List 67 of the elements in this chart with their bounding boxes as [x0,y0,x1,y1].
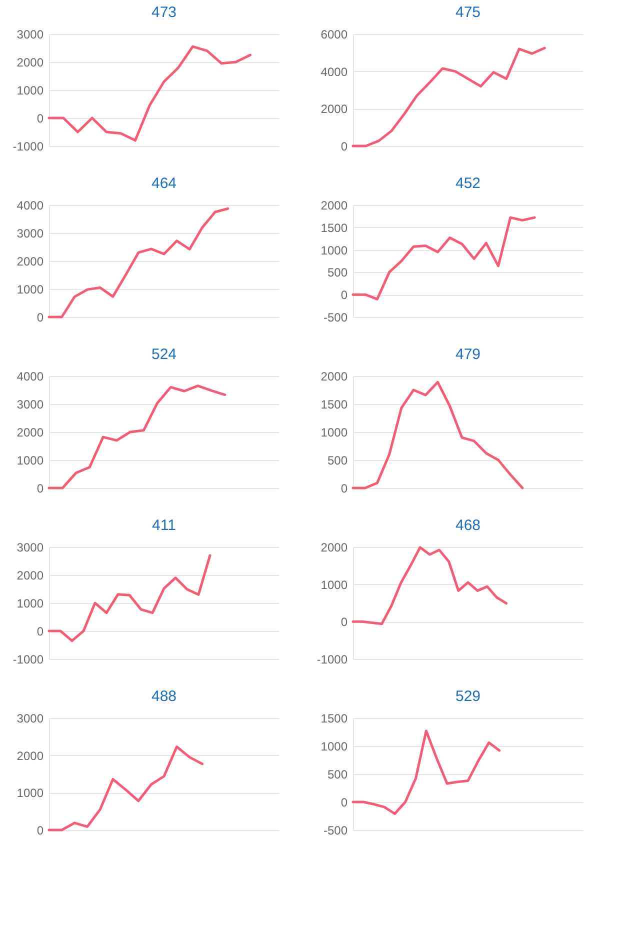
y-tick-label: 500 [327,266,348,280]
y-tick-label: 0 [36,824,44,838]
y-tick-label: 500 [327,768,348,782]
line-series [352,730,501,816]
y-tick-label: 0 [36,310,44,324]
y-tick-label: 0 [36,482,44,496]
line-series [48,554,212,642]
y-tick-label: 2000 [16,56,44,70]
y-tick-label: 2000 [16,426,44,440]
line-series [48,745,204,832]
y-tick-label: -500 [323,824,348,838]
chart-title: 468 [455,517,481,534]
y-tick-label: 2000 [16,254,44,268]
chart-title: 464 [151,175,177,192]
chart-title: 479 [455,346,481,363]
line-series [352,546,508,626]
y-tick-label: 6000 [320,28,348,42]
y-tick-label: -500 [323,310,348,324]
y-tick-label: 2000 [16,748,44,763]
chart-title: 529 [455,688,481,705]
y-tick-label: 1500 [320,712,348,726]
line-series [48,45,252,142]
chart-title: 488 [151,688,177,705]
y-tick-label: 1000 [320,426,348,440]
y-tick-label: 1000 [320,243,348,258]
y-tick-label: 3000 [16,540,44,554]
y-tick-label: 0 [340,615,348,630]
y-tick-label: 3000 [16,712,44,726]
y-tick-label: 2000 [16,568,44,582]
y-tick-label: 0 [340,796,348,810]
y-tick-label: 3000 [16,28,44,42]
y-tick-label: 1000 [320,578,348,592]
y-tick-label: 0 [340,140,348,154]
y-tick-label: 3000 [16,226,44,240]
y-tick-label: 0 [340,482,348,496]
y-tick-label: -1000 [12,652,44,666]
y-tick-label: 1000 [16,786,44,800]
chart-title: 475 [455,4,481,21]
y-tick-label: 1500 [320,220,348,235]
y-tick-label: 1000 [16,596,44,610]
y-tick-label: 2000 [320,540,348,554]
y-tick-label: 500 [327,454,348,468]
y-tick-label: 4000 [16,370,44,384]
y-tick-label: -1000 [12,140,44,154]
line-series [48,384,226,490]
chart-title: 473 [151,4,177,21]
y-tick-label: 4000 [320,64,348,79]
chart-title: 452 [455,175,481,192]
y-tick-label: 2000 [320,370,348,384]
y-tick-label: 1000 [320,740,348,754]
y-tick-label: 0 [36,112,44,126]
y-tick-label: 1000 [16,282,44,296]
y-tick-label: 0 [340,288,348,302]
chart-title: 411 [152,517,176,534]
line-series [352,380,524,490]
y-tick-label: 2000 [320,198,348,212]
y-tick-label: 1000 [16,454,44,468]
y-tick-label: 1500 [320,398,348,412]
y-tick-label: 4000 [16,198,44,212]
y-tick-label: 3000 [16,398,44,412]
y-tick-label: 0 [36,624,44,638]
line-series [352,216,536,300]
chart-title: 524 [151,346,177,363]
y-tick-label: 1000 [16,84,44,98]
y-tick-label: -1000 [316,652,348,666]
y-tick-label: 2000 [320,102,348,116]
line-series [352,46,546,148]
